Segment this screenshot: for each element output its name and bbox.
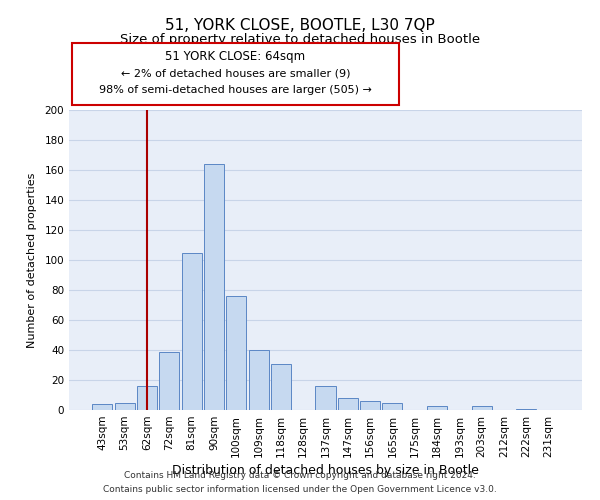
Bar [271, 364, 291, 410]
Bar [360, 401, 380, 410]
Text: Contains HM Land Registry data © Crown copyright and database right 2024.: Contains HM Land Registry data © Crown c… [124, 471, 476, 480]
Text: 51, YORK CLOSE, BOOTLE, L30 7QP: 51, YORK CLOSE, BOOTLE, L30 7QP [165, 18, 435, 32]
Bar [516, 408, 536, 410]
Y-axis label: Number of detached properties: Number of detached properties [28, 172, 37, 348]
Text: ← 2% of detached houses are smaller (9): ← 2% of detached houses are smaller (9) [121, 69, 350, 79]
Bar [92, 404, 112, 410]
Text: Contains public sector information licensed under the Open Government Licence v3: Contains public sector information licen… [103, 485, 497, 494]
X-axis label: Distribution of detached houses by size in Bootle: Distribution of detached houses by size … [172, 464, 479, 477]
Bar [316, 386, 335, 410]
Bar [204, 164, 224, 410]
Text: Size of property relative to detached houses in Bootle: Size of property relative to detached ho… [120, 32, 480, 46]
Bar [182, 252, 202, 410]
Bar [427, 406, 447, 410]
Bar [382, 402, 403, 410]
Bar [115, 402, 135, 410]
Text: 98% of semi-detached houses are larger (505) →: 98% of semi-detached houses are larger (… [99, 85, 372, 95]
Bar [159, 352, 179, 410]
Bar [137, 386, 157, 410]
Text: 51 YORK CLOSE: 64sqm: 51 YORK CLOSE: 64sqm [166, 50, 305, 63]
Bar [248, 350, 269, 410]
Bar [338, 398, 358, 410]
Bar [226, 296, 246, 410]
Bar [472, 406, 492, 410]
